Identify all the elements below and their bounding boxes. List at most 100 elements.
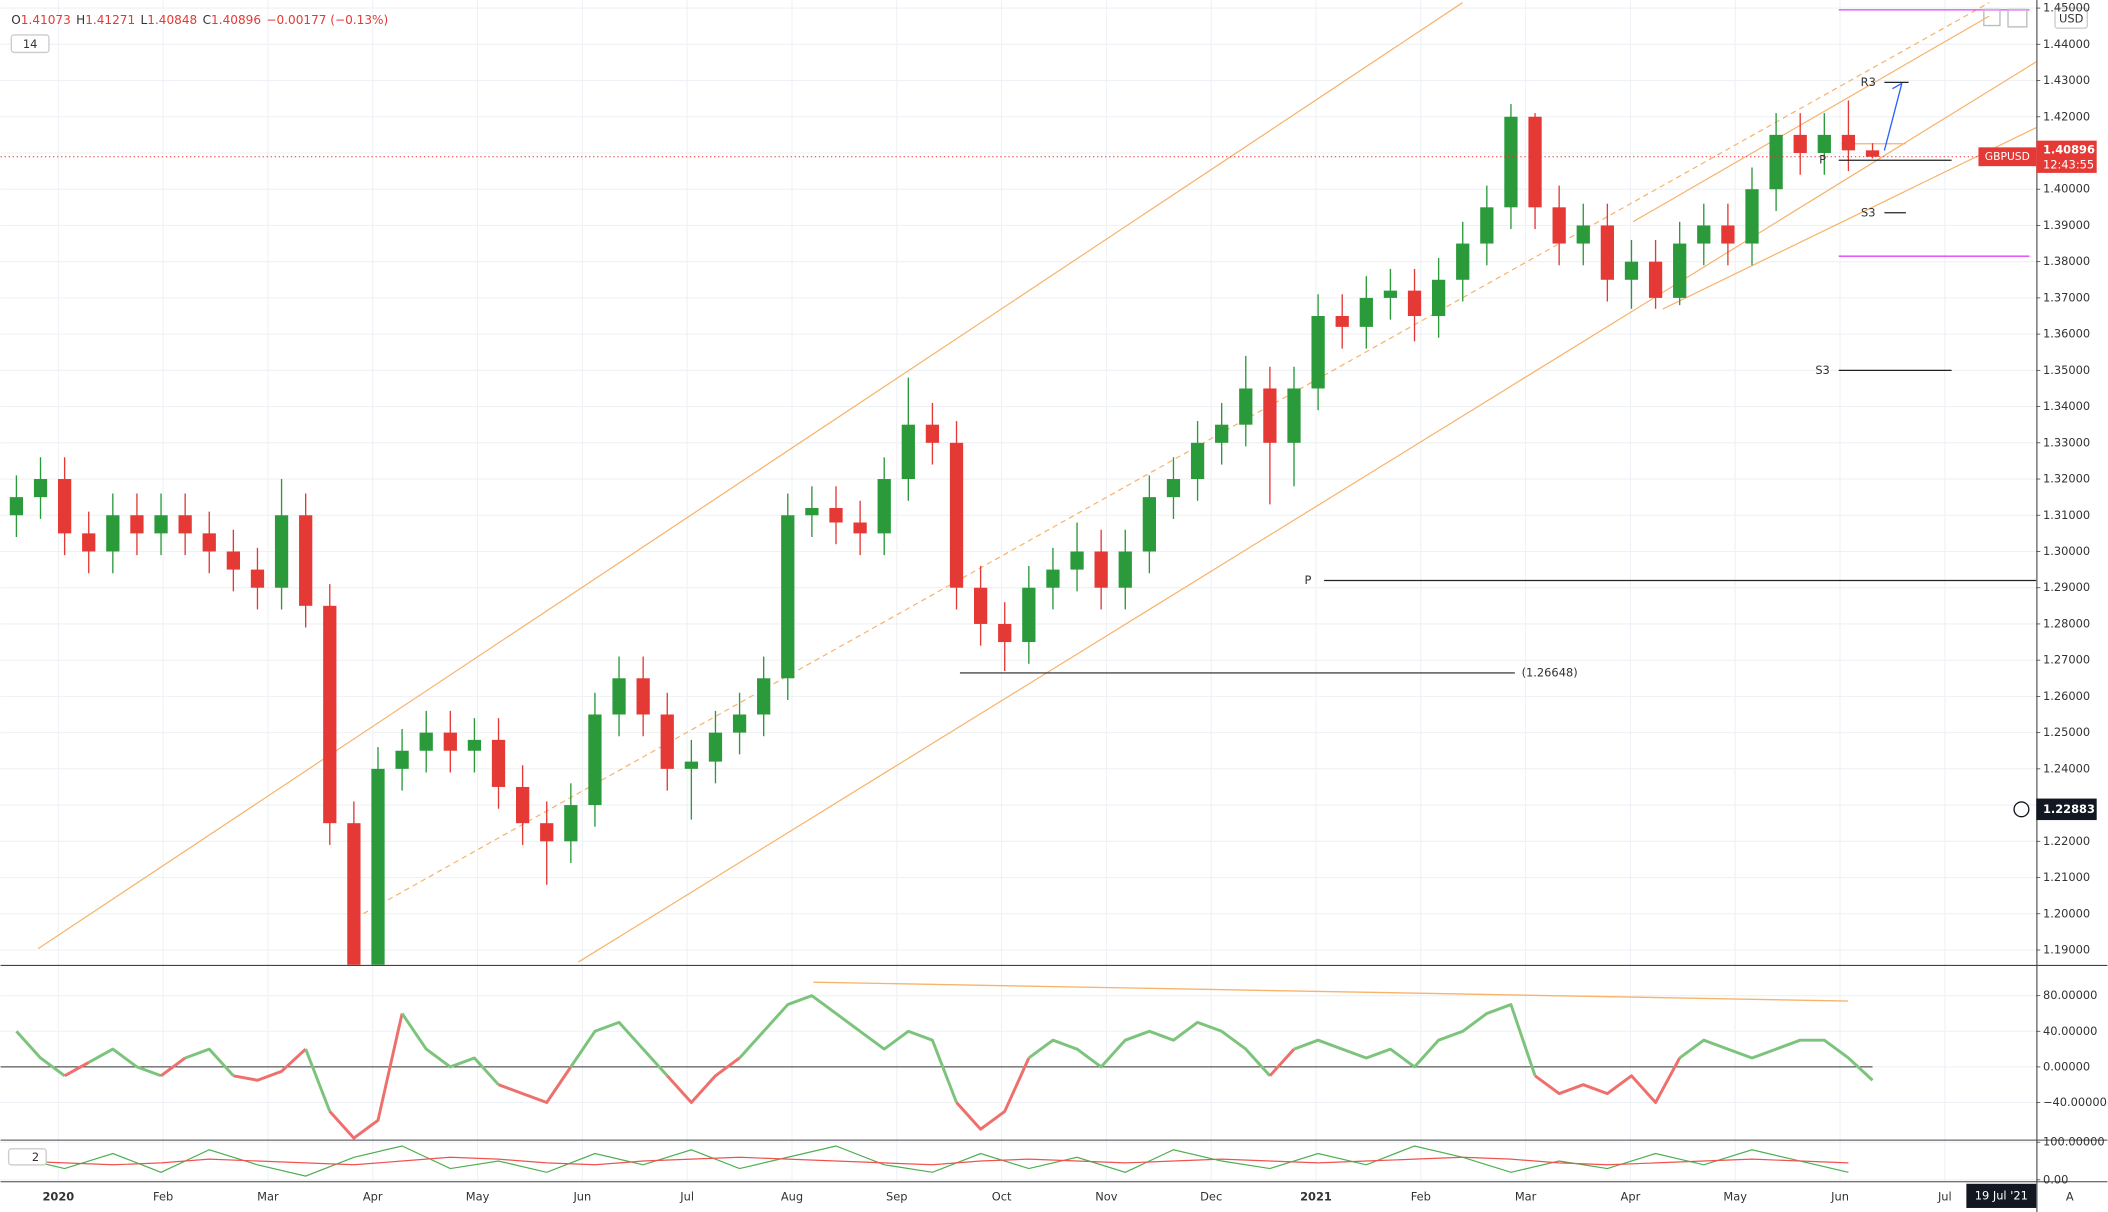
candle-body bbox=[1215, 424, 1229, 443]
candle-body bbox=[901, 424, 915, 480]
oscillator-line bbox=[160, 1056, 187, 1077]
level-label: S3 bbox=[1861, 205, 1876, 219]
oscillator-line bbox=[569, 1020, 669, 1077]
x-tick-label: Sep bbox=[886, 1190, 908, 1204]
candle-body bbox=[781, 515, 795, 679]
crosshair-price: 1.22883 bbox=[2043, 802, 2095, 816]
candle-body bbox=[1648, 261, 1663, 298]
candle-body bbox=[612, 678, 626, 715]
y-tick-label: 100.00000 bbox=[2043, 1135, 2105, 1149]
candle-body bbox=[829, 508, 843, 523]
y-tick-label: 1.19000 bbox=[2043, 942, 2090, 956]
y-tick-label: 1.38000 bbox=[2043, 254, 2090, 268]
drawings bbox=[37, 2, 2037, 963]
y-tick-label: 1.29000 bbox=[2043, 580, 2090, 594]
ohlc-value: 1.41073 bbox=[21, 13, 71, 27]
oscillator-line bbox=[328, 1013, 404, 1140]
candle-body bbox=[347, 823, 361, 965]
candle-body bbox=[1166, 479, 1181, 498]
price-pane: (1.26648) P S3 R3 P S3 bbox=[0, 9, 2037, 965]
candle-body bbox=[1600, 225, 1614, 280]
add-alert-icon[interactable] bbox=[2013, 801, 2030, 818]
y-tick-label: 1.22000 bbox=[2043, 834, 2090, 848]
candle-body bbox=[1263, 388, 1277, 443]
candle-body bbox=[877, 479, 891, 534]
candle-body bbox=[1142, 497, 1156, 552]
symbol-label: GBPUSD bbox=[1985, 150, 2030, 163]
y-tick-label: 0.00 bbox=[2043, 1172, 2068, 1186]
reset-button[interactable] bbox=[2007, 8, 2028, 28]
candle-body bbox=[274, 515, 289, 588]
grid bbox=[0, 0, 2037, 1182]
x-tick-label: Mar bbox=[257, 1190, 279, 1204]
price-tag-label: 1.40896 bbox=[2043, 143, 2095, 157]
oscillator-line bbox=[666, 1056, 741, 1104]
y-tick-label: 1.25000 bbox=[2043, 725, 2090, 739]
candle-body bbox=[1022, 587, 1036, 643]
ohlc-key: O bbox=[11, 13, 21, 27]
oscillator-pane bbox=[0, 981, 1874, 1140]
candle-body bbox=[226, 551, 240, 570]
ohlc-key: H bbox=[76, 13, 85, 27]
axes: 1.190001.200001.210001.220001.230001.240… bbox=[42, 1, 2107, 1208]
candle-body bbox=[299, 515, 313, 606]
oscillator-line bbox=[1534, 1057, 1681, 1104]
crosshair-date: 19 Jul '21 bbox=[1975, 1188, 2028, 1202]
candle-body bbox=[805, 508, 819, 516]
currency-box[interactable] bbox=[2054, 7, 2088, 29]
candle-body bbox=[757, 678, 771, 715]
price-tag bbox=[2036, 140, 2097, 173]
candle-body bbox=[1407, 290, 1422, 317]
forecast-arrow bbox=[1892, 82, 1903, 90]
candle-body bbox=[491, 739, 506, 787]
candle-body bbox=[130, 515, 144, 534]
y-tick-label: 1.33000 bbox=[2043, 435, 2090, 449]
candle-body bbox=[636, 678, 650, 715]
candle-body bbox=[1118, 551, 1132, 588]
y-tick-label: 0.00000 bbox=[2043, 1059, 2090, 1073]
y-tick-label: 1.28000 bbox=[2043, 616, 2090, 630]
indicator-label: 2 bbox=[32, 1150, 39, 1164]
candle-body bbox=[998, 623, 1012, 643]
y-tick-label: 40.00000 bbox=[2043, 1024, 2097, 1038]
indicator-pane bbox=[16, 1145, 1849, 1177]
candle-body bbox=[1190, 442, 1205, 480]
scale-mode[interactable]: A bbox=[2066, 1190, 2074, 1204]
candle-body bbox=[57, 479, 72, 534]
candle-body bbox=[106, 515, 120, 552]
y-tick-label: 80.00000 bbox=[2043, 988, 2097, 1002]
level-label: R3 bbox=[1861, 75, 1876, 89]
ohlc-key: L bbox=[141, 13, 148, 27]
oscillator-line bbox=[233, 1047, 307, 1082]
ohlc-value: 1.40848 bbox=[147, 13, 197, 27]
candle-body bbox=[1094, 551, 1108, 588]
candle-body bbox=[178, 515, 192, 534]
indicator-line bbox=[16, 1156, 1849, 1166]
candle-body bbox=[395, 750, 409, 769]
interval-box[interactable] bbox=[10, 34, 50, 54]
candle-body bbox=[1528, 116, 1542, 208]
y-tick-label: 1.39000 bbox=[2043, 218, 2090, 232]
candle-body bbox=[1673, 243, 1687, 298]
x-tick-label: Nov bbox=[1095, 1190, 1118, 1204]
candle-body bbox=[1046, 569, 1060, 588]
crosshair-date-tag bbox=[1966, 1183, 2037, 1208]
oscillator-line bbox=[498, 1066, 573, 1104]
x-tick-label: Feb bbox=[153, 1190, 173, 1204]
candle-body bbox=[1239, 388, 1253, 425]
x-tick-label: Aug bbox=[781, 1190, 803, 1204]
y-tick-label: 1.45000 bbox=[2043, 1, 2090, 15]
candle-body bbox=[1287, 388, 1301, 443]
channel-midline bbox=[363, 2, 1990, 915]
y-tick-label: 1.24000 bbox=[2043, 761, 2090, 775]
candle-body bbox=[1383, 290, 1398, 298]
candle-body bbox=[250, 569, 265, 588]
indicator-box[interactable] bbox=[7, 1148, 47, 1166]
x-tick-label: Dec bbox=[1200, 1190, 1222, 1204]
candle-body bbox=[1456, 243, 1470, 280]
oscillator-line bbox=[1293, 1003, 1537, 1077]
scroll-button[interactable] bbox=[1983, 8, 2001, 27]
crosshair-tag bbox=[2036, 798, 2097, 821]
candle-body bbox=[82, 533, 96, 552]
